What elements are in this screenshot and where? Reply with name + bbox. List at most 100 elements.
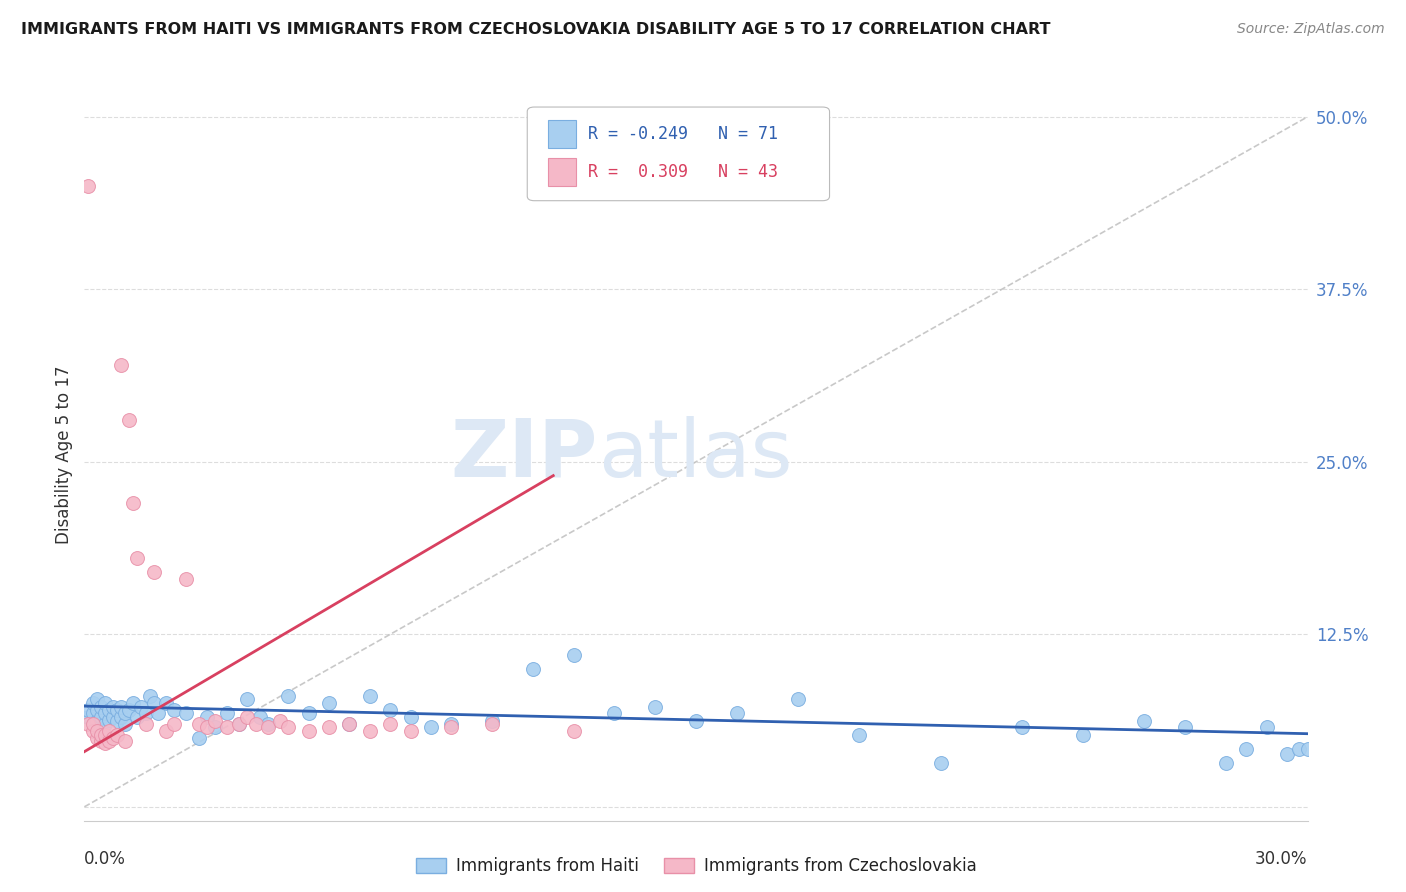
Point <box>114 733 136 747</box>
Point <box>105 714 128 729</box>
Point <box>420 720 443 734</box>
Point <box>174 572 197 586</box>
Point <box>122 496 145 510</box>
Point <box>86 723 108 738</box>
Point <box>97 703 120 717</box>
Point <box>257 720 280 734</box>
Point <box>105 703 128 717</box>
Point <box>105 728 128 742</box>
Point <box>562 723 585 738</box>
Point <box>204 720 226 734</box>
Point <box>399 723 422 738</box>
Point <box>257 717 280 731</box>
Point <box>97 723 120 738</box>
Point <box>93 736 115 750</box>
Point <box>97 733 120 747</box>
Point <box>481 717 503 731</box>
Point <box>562 648 585 662</box>
Legend: Immigrants from Haiti, Immigrants from Czechoslovakia: Immigrants from Haiti, Immigrants from C… <box>409 850 983 882</box>
Point <box>359 723 381 738</box>
Point <box>685 714 707 729</box>
Point <box>163 703 186 717</box>
Point <box>359 690 381 704</box>
Point <box>298 706 321 720</box>
Point <box>77 703 100 717</box>
Point <box>339 717 360 731</box>
Point <box>135 706 157 720</box>
Text: 0.0%: 0.0% <box>84 850 127 868</box>
Point <box>204 714 226 729</box>
Point <box>1011 720 1033 734</box>
Point <box>249 710 271 724</box>
Point <box>217 706 239 720</box>
Point <box>82 717 104 731</box>
Point <box>187 717 209 731</box>
Text: atlas: atlas <box>598 416 793 494</box>
Point <box>131 700 153 714</box>
Point <box>86 692 108 706</box>
Point <box>1288 742 1310 756</box>
Point <box>277 690 299 704</box>
Text: 30.0%: 30.0% <box>1256 850 1308 868</box>
Point <box>1133 714 1156 729</box>
Point <box>318 696 340 710</box>
Point <box>77 710 100 724</box>
Point <box>86 703 108 717</box>
Point <box>86 731 108 745</box>
Point <box>77 717 100 731</box>
Point <box>1275 747 1298 762</box>
Point <box>82 696 104 710</box>
Point <box>90 728 112 742</box>
Point <box>110 358 132 372</box>
Point <box>380 717 402 731</box>
Point <box>138 690 160 704</box>
Point <box>1234 742 1257 756</box>
Text: IMMIGRANTS FROM HAITI VS IMMIGRANTS FROM CZECHOSLOVAKIA DISABILITY AGE 5 TO 17 C: IMMIGRANTS FROM HAITI VS IMMIGRANTS FROM… <box>21 22 1050 37</box>
Point <box>82 706 104 720</box>
Point <box>90 733 112 747</box>
Point <box>277 720 299 734</box>
Point <box>1215 756 1237 770</box>
Point <box>339 717 360 731</box>
Point <box>787 692 810 706</box>
Y-axis label: Disability Age 5 to 17: Disability Age 5 to 17 <box>55 366 73 544</box>
Point <box>77 178 100 193</box>
Point <box>848 728 870 742</box>
Point <box>163 717 186 731</box>
Point <box>318 720 340 734</box>
Point <box>187 731 209 745</box>
Point <box>269 714 291 729</box>
Point <box>93 706 115 720</box>
Point <box>1071 728 1094 742</box>
Point <box>114 717 136 731</box>
Text: R = -0.249   N = 71: R = -0.249 N = 71 <box>588 125 778 143</box>
Point <box>155 723 177 738</box>
Point <box>522 662 544 676</box>
Point <box>118 703 141 717</box>
Point <box>90 710 112 724</box>
Point <box>101 710 124 724</box>
Point <box>195 710 218 724</box>
Point <box>93 728 115 742</box>
Point <box>110 710 132 724</box>
Point <box>236 692 259 706</box>
Point <box>135 717 157 731</box>
Point <box>644 700 666 714</box>
Point <box>101 700 124 714</box>
Point <box>142 696 165 710</box>
Point <box>1296 742 1319 756</box>
Point <box>155 696 177 710</box>
Point <box>174 706 197 720</box>
Point <box>97 713 120 727</box>
Point <box>1174 720 1197 734</box>
Point <box>929 756 952 770</box>
Point <box>127 710 149 724</box>
Point <box>118 413 141 427</box>
Point <box>195 720 218 734</box>
Point <box>603 706 626 720</box>
Text: Source: ZipAtlas.com: Source: ZipAtlas.com <box>1237 22 1385 37</box>
Point <box>86 714 108 729</box>
Point <box>217 720 239 734</box>
Point <box>399 710 422 724</box>
Point <box>481 714 503 729</box>
